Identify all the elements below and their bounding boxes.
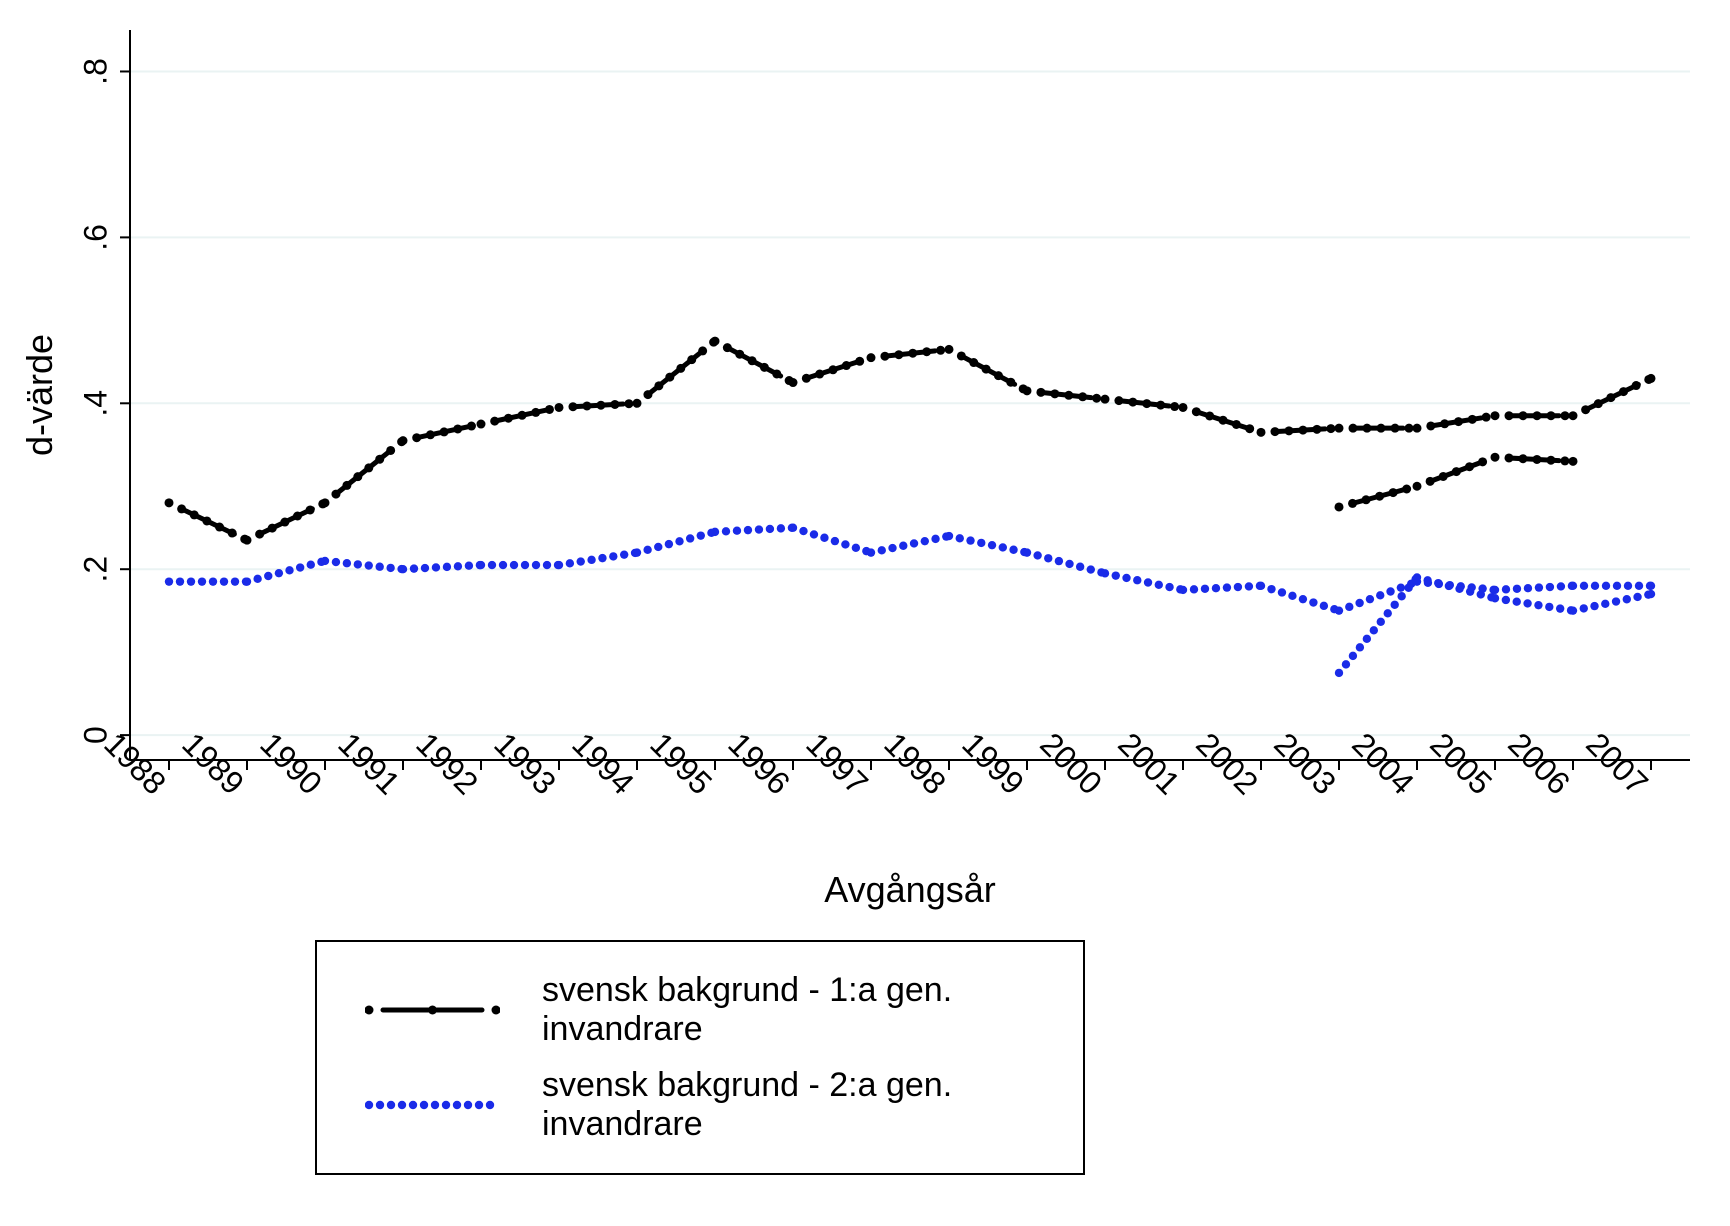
legend-item-label: svensk bakgrund - 1:a gen. invandrare	[530, 971, 1065, 1049]
x-axis-title: Avgångsår	[824, 869, 995, 911]
y-tick-label: .6	[77, 224, 113, 251]
legend-item-label: svensk bakgrund - 2:a gen. invandrare	[530, 1066, 1065, 1144]
legend: svensk bakgrund - 1:a gen. invandrare sve…	[315, 940, 1085, 1175]
legend-item: svensk bakgrund - 2:a gen. invandrare	[335, 1060, 1065, 1150]
legend-item: svensk bakgrund - 1:a gen. invandrare	[335, 965, 1065, 1055]
y-axis-title: d-värde	[19, 334, 61, 456]
chart-container: 0.2.4.6.81988198919901991199219931994199…	[0, 0, 1730, 1226]
y-tick-label: .2	[77, 556, 113, 583]
y-tick-label: .4	[77, 390, 113, 417]
y-tick-label: .8	[77, 58, 113, 85]
